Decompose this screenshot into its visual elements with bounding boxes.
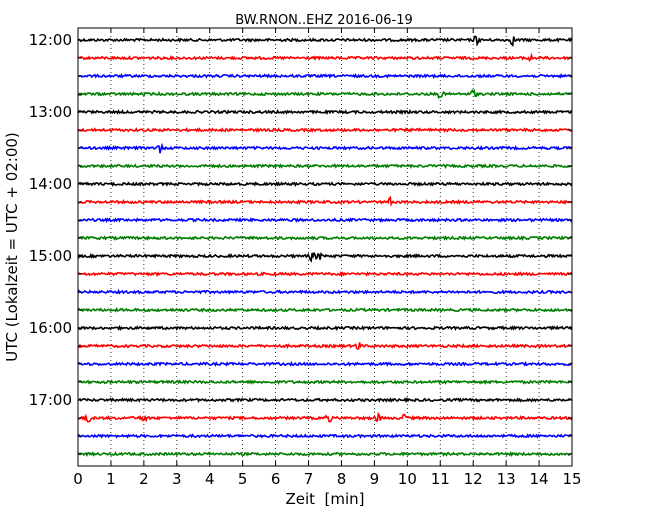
x-tick-label: 4 [205, 470, 215, 488]
trace-1715 [77, 411, 573, 423]
x-tick-label: 6 [271, 470, 281, 488]
trace-1630 [77, 360, 573, 367]
trace-1215 [77, 52, 573, 62]
plot-frame [77, 27, 573, 467]
trace-1345 [77, 163, 573, 169]
y-tick-label: 15:00 [29, 247, 72, 265]
x-tick-label: 1 [106, 470, 116, 488]
y-tick-label: 17:00 [29, 391, 72, 409]
y-tick-label: 14:00 [29, 175, 72, 193]
trace-1300 [77, 108, 573, 116]
x-tick-label: 0 [73, 470, 83, 488]
x-tick-label: 11 [431, 470, 450, 488]
x-tick-label: 2 [139, 470, 149, 488]
x-tick-label: 9 [370, 470, 380, 488]
x-tick-label: 10 [398, 470, 417, 488]
traces [77, 35, 573, 458]
x-tick-label: 12 [464, 470, 483, 488]
trace-1230 [77, 72, 573, 79]
trace-1600 [77, 324, 573, 331]
trace-1645 [77, 379, 573, 386]
trace-1415 [77, 195, 573, 207]
x-tick-label: 14 [530, 470, 549, 488]
x-tick-label: 7 [304, 470, 314, 488]
x-tick-label: 5 [238, 470, 248, 488]
x-tick-label: 3 [172, 470, 182, 488]
trace-1330 [77, 142, 573, 154]
y-tick-label: 12:00 [29, 31, 72, 49]
trace-1530 [77, 288, 573, 295]
y-tick-label: 16:00 [29, 319, 72, 337]
trace-1445 [77, 235, 573, 241]
x-axis: 0 1 2 3 4 5 6 7 8 9 10 11 12 13 14 15 [73, 28, 582, 488]
trace-1400 [77, 181, 573, 188]
trace-1745 [77, 450, 573, 458]
y-tick-label: 13:00 [29, 103, 72, 121]
y-axis: 12:00 13:00 14:00 15:00 16:00 17:00 [29, 31, 572, 455]
trace-1545 [77, 306, 573, 314]
y-axis-label: UTC (Lokalzeit = UTC + 02:00) [3, 132, 21, 362]
x-tick-label: 8 [337, 470, 347, 488]
trace-1315 [77, 127, 573, 133]
trace-1500 [77, 251, 573, 263]
trace-1200 [77, 35, 573, 48]
trace-1730 [77, 433, 573, 439]
x-tick-label: 15 [562, 470, 581, 488]
trace-1515 [77, 270, 573, 278]
trace-1245 [77, 88, 573, 100]
trace-1430 [77, 216, 573, 224]
x-tick-label: 13 [497, 470, 516, 488]
trace-1615 [77, 342, 573, 350]
chart-title: BW.RNON..EHZ 2016-06-19 [235, 13, 413, 28]
x-axis-label: Zeit [min] [285, 490, 364, 508]
trace-1700 [77, 396, 573, 404]
